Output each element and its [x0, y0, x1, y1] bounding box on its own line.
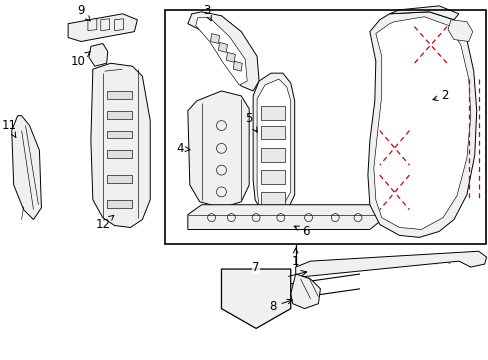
Polygon shape — [106, 91, 132, 99]
Polygon shape — [295, 251, 486, 277]
Polygon shape — [106, 111, 132, 119]
Polygon shape — [106, 131, 132, 139]
Polygon shape — [187, 12, 259, 91]
Polygon shape — [261, 126, 284, 139]
Polygon shape — [447, 20, 472, 41]
Text: 4: 4 — [176, 142, 189, 155]
Text: 5: 5 — [245, 112, 257, 132]
Text: 11: 11 — [1, 119, 16, 138]
Polygon shape — [88, 19, 97, 31]
Polygon shape — [187, 91, 249, 208]
Polygon shape — [373, 17, 470, 229]
Text: 1: 1 — [291, 248, 299, 267]
Polygon shape — [261, 148, 284, 162]
Polygon shape — [290, 274, 320, 309]
Text: 2: 2 — [432, 89, 448, 102]
Polygon shape — [101, 19, 109, 31]
Polygon shape — [91, 63, 150, 228]
Polygon shape — [114, 19, 123, 31]
Polygon shape — [106, 150, 132, 158]
Polygon shape — [226, 52, 235, 62]
Polygon shape — [89, 44, 107, 66]
Polygon shape — [218, 42, 227, 52]
Text: 10: 10 — [70, 51, 90, 68]
Text: 3: 3 — [203, 4, 211, 21]
Text: 7: 7 — [252, 261, 259, 274]
Polygon shape — [106, 175, 132, 183]
Polygon shape — [233, 61, 242, 71]
Polygon shape — [221, 269, 290, 328]
Polygon shape — [257, 79, 290, 212]
Polygon shape — [389, 6, 458, 20]
Polygon shape — [210, 33, 219, 44]
Polygon shape — [367, 12, 476, 237]
Polygon shape — [253, 73, 294, 217]
Text: 9: 9 — [77, 4, 90, 21]
Polygon shape — [261, 192, 284, 206]
Text: 8: 8 — [269, 299, 291, 313]
Polygon shape — [187, 205, 381, 229]
Polygon shape — [68, 14, 137, 41]
Text: 12: 12 — [95, 215, 114, 231]
Polygon shape — [12, 116, 41, 220]
Text: 6: 6 — [294, 225, 309, 238]
Bar — [165, 10, 485, 244]
Polygon shape — [195, 18, 247, 85]
Polygon shape — [261, 106, 284, 120]
Polygon shape — [106, 200, 132, 208]
Polygon shape — [261, 170, 284, 184]
